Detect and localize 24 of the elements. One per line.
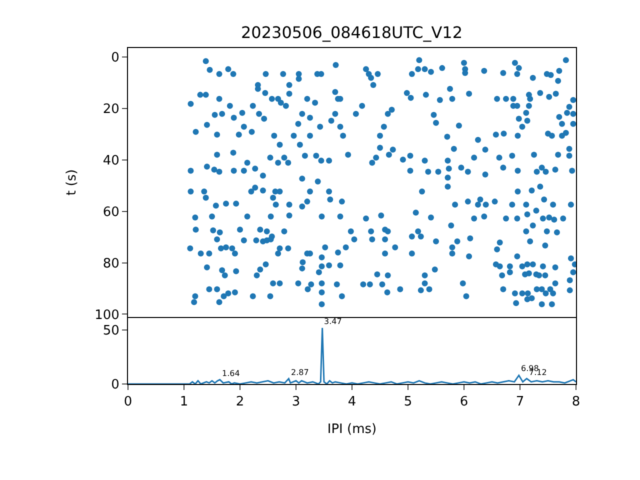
y-axis-title: t (s) [64, 169, 80, 196]
x-tick-label: 6 [460, 394, 468, 410]
y-tick-label: 40 [102, 153, 120, 168]
y-tick-label: 20 [102, 102, 120, 117]
y-tick-label: 0 [111, 50, 120, 66]
x-tick-label: 0 [124, 394, 132, 410]
x-axis-title: IPI (ms) [327, 422, 377, 438]
line-series [128, 327, 576, 384]
y-tick-label: 0 [111, 378, 120, 393]
x-tick-label: 1 [180, 394, 188, 410]
annotation: 1.64 [222, 369, 240, 378]
x-tick-label: 5 [404, 394, 412, 410]
y-tick-label: 50 [102, 324, 120, 339]
x-tick-label: 3 [292, 394, 300, 410]
x-tick-label: 4 [348, 394, 356, 410]
x-tick-label: 7 [516, 394, 524, 410]
x-tick-label: 8 [572, 394, 580, 410]
y-tick-label: 80 [102, 256, 120, 272]
y-tick-label: 60 [102, 204, 120, 220]
y-tick-label: 100 [94, 308, 120, 323]
chart-title: 20230506_084618UTC_V12 [241, 23, 463, 42]
annotation: 2.87 [291, 368, 309, 377]
x-tick-label: 2 [236, 394, 244, 410]
annotation: 3.47 [324, 317, 342, 326]
